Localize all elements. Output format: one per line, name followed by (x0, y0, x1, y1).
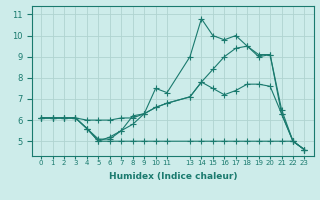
X-axis label: Humidex (Indice chaleur): Humidex (Indice chaleur) (108, 172, 237, 181)
